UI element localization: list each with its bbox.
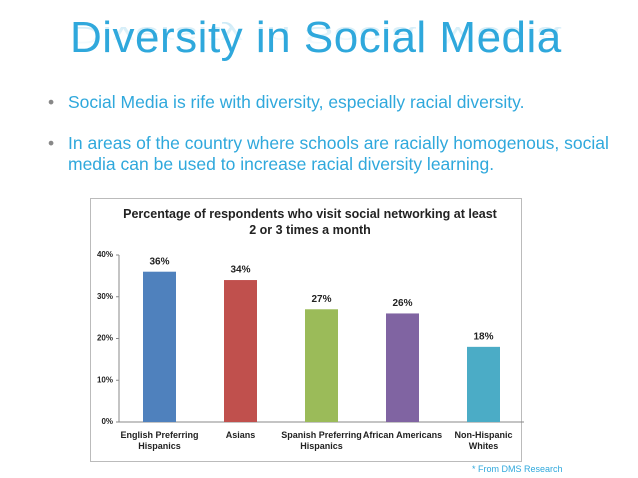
value-label: 26% — [392, 298, 412, 309]
bar — [305, 309, 338, 422]
x-tick-label: Asians — [225, 430, 256, 440]
x-tick-label: Spanish Preferring Hispanics — [281, 430, 362, 451]
y-tick-label: 20% — [97, 334, 113, 343]
value-label: 27% — [311, 294, 331, 305]
value-label: 36% — [149, 256, 169, 267]
chart-frame — [90, 198, 522, 462]
x-tick-label: Non-Hispanic Whites — [454, 430, 513, 451]
footnote: * From DMS Research — [472, 464, 563, 474]
bullet: Social Media is rife with diversity, esp… — [48, 92, 628, 113]
y-tick-label: 40% — [97, 250, 113, 259]
chart-title: Percentage of respondents who visit soci… — [123, 207, 497, 237]
x-tick-label: English Preferring Hispanics — [120, 430, 199, 451]
value-label: 34% — [230, 265, 250, 276]
value-label: 18% — [473, 331, 493, 342]
bar — [224, 280, 257, 422]
bar — [386, 313, 419, 422]
y-tick-label: 10% — [97, 375, 113, 384]
x-tick-label: African Americans — [362, 430, 443, 440]
slide-title: Diversity in Social Media — [70, 13, 562, 62]
y-tick-label: 30% — [97, 292, 113, 301]
y-tick-label: 0% — [101, 417, 113, 426]
bar — [143, 271, 176, 422]
bar — [467, 346, 500, 422]
bullet: In areas of the country where schools ar… — [48, 133, 628, 175]
